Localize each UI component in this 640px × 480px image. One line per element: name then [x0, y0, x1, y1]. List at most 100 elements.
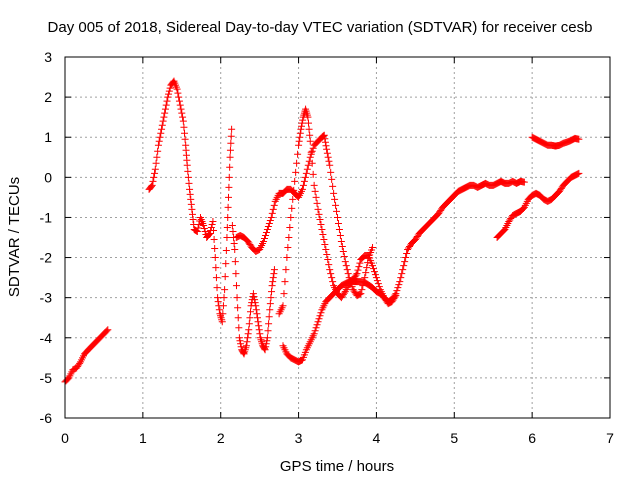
data-point: [180, 123, 188, 131]
data-point: [265, 313, 273, 321]
data-point: [358, 286, 366, 294]
data-point: [104, 326, 112, 334]
data-point: [369, 262, 377, 270]
data-point: [230, 240, 238, 248]
data-point: [151, 169, 159, 177]
data-point: [395, 281, 403, 289]
data-point: [363, 264, 371, 272]
data-point: [175, 93, 183, 101]
data-point: [328, 274, 336, 282]
data-point: [214, 294, 222, 302]
data-point: [218, 318, 226, 326]
data-point: [281, 278, 289, 286]
data-point: [325, 157, 333, 165]
data-point: [212, 264, 220, 272]
data-point: [268, 288, 276, 296]
data-point: [205, 230, 213, 238]
data-point: [338, 243, 346, 251]
x-tick-label: 5: [450, 430, 458, 446]
data-point: [231, 258, 239, 266]
data-point: [332, 201, 340, 209]
data-point: [176, 101, 184, 109]
data-point: [283, 254, 291, 262]
data-point: [375, 283, 383, 291]
data-point: [318, 225, 326, 233]
data-point: [298, 119, 306, 127]
data-point: [213, 284, 221, 292]
data-point: [210, 226, 218, 234]
data-point: [328, 175, 336, 183]
data-point: [279, 302, 287, 310]
data-point: [320, 236, 328, 244]
data-point: [227, 139, 235, 147]
data-point: [244, 334, 252, 342]
data-point: [103, 327, 111, 335]
data-point: [185, 179, 193, 187]
data-point: [324, 153, 332, 161]
data-point: [323, 145, 331, 153]
data-point: [256, 330, 264, 338]
data-point: [255, 322, 263, 330]
data-point: [243, 338, 251, 346]
data-point: [261, 346, 269, 354]
data-point: [232, 282, 240, 290]
data-point: [183, 161, 191, 169]
y-tick-labels: -6 -5 -4 -3 -2 -1 0 1 2 3: [40, 49, 53, 426]
data-point: [320, 131, 328, 139]
data-point: [165, 87, 173, 95]
data-point: [326, 161, 334, 169]
data-point: [261, 235, 269, 243]
y-tick-label: -1: [40, 209, 53, 225]
data-point: [296, 129, 304, 137]
data-point: [371, 271, 379, 279]
data-point: [315, 315, 323, 323]
x-tick-label: 3: [295, 430, 303, 446]
x-tick-label: 4: [373, 430, 381, 446]
data-point: [304, 161, 312, 169]
data-point: [254, 314, 262, 322]
data-point: [298, 185, 306, 193]
data-point: [221, 273, 229, 281]
data-point: [270, 270, 278, 278]
data-point: [341, 258, 349, 266]
data-point: [219, 302, 227, 310]
data-point: [262, 228, 270, 236]
data-point: [287, 213, 295, 221]
data-point: [153, 153, 161, 161]
data-point: [245, 320, 253, 328]
data-point: [304, 113, 312, 121]
data-point: [316, 312, 324, 320]
data-point: [255, 326, 263, 334]
data-point: [266, 216, 274, 224]
data-point: [200, 224, 208, 232]
plot-frame: [64, 56, 611, 419]
data-point: [288, 204, 296, 212]
data-point: [219, 310, 227, 318]
data-point: [299, 181, 307, 189]
data-point: [326, 266, 334, 274]
data-point: [268, 282, 276, 290]
data-point: [297, 122, 305, 130]
data-point: [319, 230, 327, 238]
data-point: [280, 290, 288, 298]
data-point: [233, 294, 241, 302]
data-point: [340, 253, 348, 261]
data-point: [246, 314, 254, 322]
data-point: [306, 153, 314, 161]
data-point: [575, 169, 583, 177]
data-point: [310, 181, 318, 189]
data-point: [316, 215, 324, 223]
data-point: [270, 266, 278, 274]
y-tick-label: -4: [40, 330, 53, 346]
data-point: [327, 270, 335, 278]
data-point: [331, 195, 339, 203]
data-point: [520, 178, 528, 186]
data-point: [186, 185, 194, 193]
data-point: [266, 306, 274, 314]
data-point: [306, 131, 314, 139]
data-point: [223, 234, 231, 241]
data-point: [296, 133, 304, 141]
data-point: [215, 306, 223, 314]
data-point: [334, 219, 342, 227]
data-point: [362, 269, 370, 277]
